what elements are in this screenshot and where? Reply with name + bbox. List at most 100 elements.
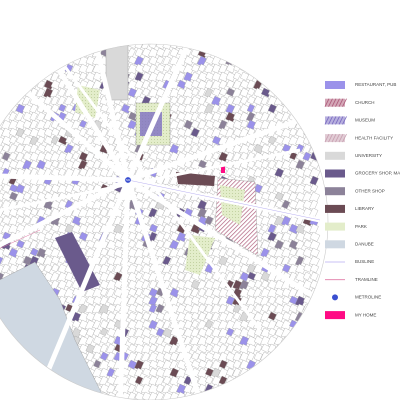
- building: [254, 47, 264, 58]
- building: [309, 111, 319, 123]
- building: [246, 63, 257, 74]
- building: [64, 44, 76, 51]
- building: [127, 127, 137, 139]
- building: [64, 151, 74, 162]
- building: [29, 359, 39, 371]
- building: [267, 47, 276, 58]
- building: [267, 391, 278, 400]
- building: [302, 111, 312, 123]
- building: [148, 44, 158, 49]
- legend-label: TRAMLINE: [355, 277, 378, 282]
- building: [169, 191, 179, 202]
- building: [92, 303, 102, 315]
- building: [134, 55, 144, 67]
- building: [134, 303, 145, 314]
- building: [16, 391, 27, 400]
- building: [1, 391, 12, 400]
- building: [295, 343, 306, 354]
- building: [162, 375, 172, 385]
- building: [0, 375, 4, 384]
- building: [78, 391, 90, 400]
- building: [303, 359, 314, 370]
- building: [289, 63, 299, 73]
- building: [260, 71, 269, 82]
- building: [15, 111, 24, 122]
- building: [134, 255, 144, 267]
- building: [134, 311, 144, 322]
- building: [92, 391, 102, 400]
- building: [8, 143, 18, 155]
- building: [22, 359, 34, 371]
- building: [15, 55, 26, 66]
- building: [2, 143, 11, 153]
- building: [169, 223, 179, 234]
- building: [64, 47, 74, 58]
- building: [266, 375, 278, 388]
- building: [57, 383, 68, 396]
- building: [2, 79, 11, 89]
- building: [134, 231, 144, 241]
- building: [0, 44, 5, 52]
- building: [239, 47, 249, 58]
- building: [58, 255, 67, 265]
- building: [162, 231, 171, 241]
- building: [274, 79, 284, 91]
- building: [0, 103, 4, 113]
- building: [302, 55, 313, 66]
- building: [309, 55, 318, 65]
- building: [309, 367, 319, 378]
- building: [8, 111, 17, 122]
- building: [22, 119, 32, 130]
- building: [309, 71, 320, 82]
- building: [15, 255, 25, 266]
- building: [1, 359, 12, 370]
- building: [308, 87, 319, 99]
- building: [302, 87, 311, 99]
- building: [100, 247, 109, 257]
- building: [36, 87, 45, 99]
- building: [29, 47, 39, 58]
- building: [120, 111, 129, 121]
- building: [15, 359, 27, 372]
- building: [309, 327, 319, 337]
- building: [78, 239, 88, 251]
- building: [99, 263, 109, 275]
- building: [141, 44, 150, 50]
- building: [127, 287, 137, 297]
- building: [58, 103, 67, 112]
- building: [0, 47, 3, 58]
- building: [22, 95, 31, 107]
- building: [218, 44, 228, 49]
- building: [51, 127, 60, 137]
- building: [8, 87, 18, 98]
- building: [162, 271, 172, 283]
- building: [29, 55, 39, 66]
- building: [288, 47, 299, 58]
- building: [8, 71, 20, 84]
- building: [51, 159, 60, 168]
- building: [148, 231, 158, 243]
- building: [295, 391, 305, 400]
- building: [303, 383, 313, 393]
- building: [148, 63, 157, 74]
- building: [0, 55, 6, 66]
- building: [0, 143, 4, 153]
- building: [29, 183, 39, 194]
- building: [71, 119, 81, 131]
- building: [29, 71, 40, 82]
- building: [43, 383, 55, 395]
- building: [302, 119, 312, 131]
- building: [99, 319, 109, 330]
- building: [218, 391, 228, 400]
- building: [22, 383, 32, 394]
- legend-label: METROLINE: [355, 295, 381, 300]
- building: [1, 383, 13, 395]
- building: [190, 44, 201, 50]
- building: [50, 375, 59, 386]
- building: [260, 44, 270, 50]
- building: [289, 95, 299, 106]
- building: [106, 191, 117, 202]
- building: [127, 295, 137, 307]
- building: [58, 167, 67, 177]
- building: [254, 375, 264, 385]
